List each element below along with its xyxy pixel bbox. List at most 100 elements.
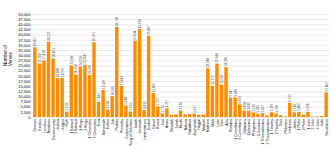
svg-text:Ecclesiastes: Ecclesiastes: [124, 119, 128, 139]
svg-text:Jeremiah: Jeremiah: [138, 119, 142, 133]
svg-text:28,461: 28,461: [52, 48, 56, 58]
svg-text:4,217: 4,217: [165, 99, 169, 107]
svg-text:2 Peter: 2 Peter: [302, 118, 306, 130]
svg-text:Leviticus: Leviticus: [43, 119, 47, 133]
svg-text:1 Kings: 1 Kings: [79, 119, 83, 131]
svg-text:2,192: 2,192: [252, 104, 256, 112]
svg-text:3,624: 3,624: [106, 101, 110, 109]
svg-text:35,000: 35,000: [18, 43, 31, 48]
svg-text:30,000: 30,000: [18, 53, 31, 58]
svg-text:1 Thessalonians: 1 Thessalonians: [261, 119, 265, 145]
svg-text:25,958: 25,958: [38, 53, 42, 63]
svg-text:Joel: Joel: [161, 119, 165, 126]
svg-text:2 John: 2 John: [311, 119, 315, 130]
svg-text:Jonah: Jonah: [175, 119, 179, 129]
svg-text:2 Thessalonians: 2 Thessalonians: [266, 119, 270, 145]
svg-text:50,000: 50,000: [18, 12, 31, 17]
svg-text:18,858: 18,858: [56, 68, 60, 78]
svg-text:7,441: 7,441: [97, 93, 101, 101]
svg-text:25,944: 25,944: [215, 53, 219, 63]
svg-text:23,684: 23,684: [206, 58, 210, 68]
svg-text:Deuteronomy: Deuteronomy: [52, 119, 56, 140]
svg-text:42,500: 42,500: [18, 27, 31, 32]
svg-text:1 Timothy: 1 Timothy: [270, 119, 274, 134]
svg-text:3 John: 3 John: [316, 119, 320, 130]
svg-text:Song of Solomon: Song of Solomon: [129, 119, 133, 146]
svg-text:45,000: 45,000: [18, 22, 31, 27]
svg-text:Lamentations: Lamentations: [143, 119, 147, 140]
svg-text:15,171: 15,171: [211, 75, 215, 85]
svg-text:6,092: 6,092: [238, 96, 242, 104]
svg-text:James: James: [293, 119, 297, 130]
svg-text:24,524: 24,524: [79, 56, 83, 66]
svg-text:12,002: 12,002: [325, 82, 329, 92]
svg-text:Romans: Romans: [229, 119, 233, 132]
svg-text:18,976: 18,976: [61, 67, 65, 77]
svg-text:20,614: 20,614: [74, 64, 78, 74]
svg-text:25,046: 25,046: [70, 55, 74, 65]
svg-text:3,039: 3,039: [247, 102, 251, 110]
svg-text:Ruth: Ruth: [65, 119, 69, 126]
svg-text:Psalms: Psalms: [115, 119, 119, 131]
svg-text:Numbers: Numbers: [47, 119, 51, 133]
svg-text:27,500: 27,500: [18, 58, 31, 63]
svg-text:Genesis: Genesis: [33, 119, 37, 132]
svg-text:Nehemiah: Nehemiah: [102, 119, 106, 135]
svg-text:1,703: 1,703: [275, 105, 279, 113]
svg-text:2 Kings: 2 Kings: [84, 119, 88, 131]
svg-text:0: 0: [28, 115, 31, 120]
svg-text:3,153: 3,153: [179, 102, 183, 110]
svg-text:47,500: 47,500: [18, 17, 31, 22]
svg-text:2,578: 2,578: [65, 103, 69, 111]
svg-text:Ezra: Ezra: [97, 119, 101, 126]
svg-text:10,000: 10,000: [18, 94, 31, 99]
svg-text:Isaiah: Isaiah: [134, 119, 138, 128]
svg-text:2,269: 2,269: [270, 103, 274, 111]
svg-text:Nahum: Nahum: [184, 119, 188, 130]
svg-text:17,500: 17,500: [18, 79, 31, 84]
svg-text:John: John: [220, 119, 224, 127]
svg-text:2,661: 2,661: [129, 103, 133, 111]
svg-text:Galatians: Galatians: [243, 119, 247, 134]
svg-text:36,525: 36,525: [47, 31, 51, 41]
svg-text:Number ofVerses: Number ofVerses: [3, 44, 13, 66]
svg-text:Amos: Amos: [165, 119, 169, 128]
svg-text:33,857: 33,857: [33, 37, 37, 47]
svg-text:39,407: 39,407: [147, 25, 151, 35]
svg-text:37,500: 37,500: [18, 38, 31, 43]
svg-text:Esther: Esther: [106, 118, 110, 129]
svg-text:22,500: 22,500: [18, 68, 31, 73]
svg-text:Titus: Titus: [279, 119, 283, 127]
svg-text:27,478: 27,478: [42, 50, 46, 60]
svg-text:Ephesians: Ephesians: [247, 119, 251, 136]
svg-text:2 Chronicles: 2 Chronicles: [93, 119, 97, 139]
svg-text:12,500: 12,500: [18, 89, 31, 94]
svg-text:3,098: 3,098: [243, 102, 247, 110]
svg-text:2 Timothy: 2 Timothy: [275, 119, 279, 134]
svg-text:Malachi: Malachi: [202, 119, 206, 131]
svg-text:2,482: 2,482: [297, 103, 301, 111]
svg-text:Jude: Jude: [320, 119, 324, 127]
svg-text:Haggai: Haggai: [197, 119, 201, 130]
svg-text:25,000: 25,000: [18, 63, 31, 68]
svg-text:40,000: 40,000: [18, 32, 31, 37]
svg-text:9,489: 9,489: [234, 89, 238, 97]
svg-text:Philemon: Philemon: [284, 119, 288, 134]
svg-text:Revelation: Revelation: [325, 119, 329, 136]
svg-text:13,109: 13,109: [102, 79, 106, 89]
svg-text:Joshua: Joshua: [56, 119, 60, 130]
svg-text:2,183: 2,183: [293, 104, 297, 112]
svg-text:5,175: 5,175: [156, 98, 160, 106]
svg-text:24,250: 24,250: [224, 57, 228, 67]
svg-text:Judges: Judges: [61, 119, 65, 131]
svg-text:1,755: 1,755: [161, 105, 165, 113]
svg-text:37,044: 37,044: [133, 30, 137, 40]
svg-text:Colossians: Colossians: [256, 119, 260, 136]
svg-text:9,447: 9,447: [229, 89, 233, 97]
svg-text:25,368: 25,368: [83, 54, 87, 64]
svg-text:42,654: 42,654: [138, 19, 142, 29]
svg-text:1,857: 1,857: [261, 104, 265, 112]
svg-text:5,000: 5,000: [20, 104, 31, 109]
svg-text:32,500: 32,500: [18, 48, 31, 53]
svg-text:Luke: Luke: [216, 119, 220, 127]
